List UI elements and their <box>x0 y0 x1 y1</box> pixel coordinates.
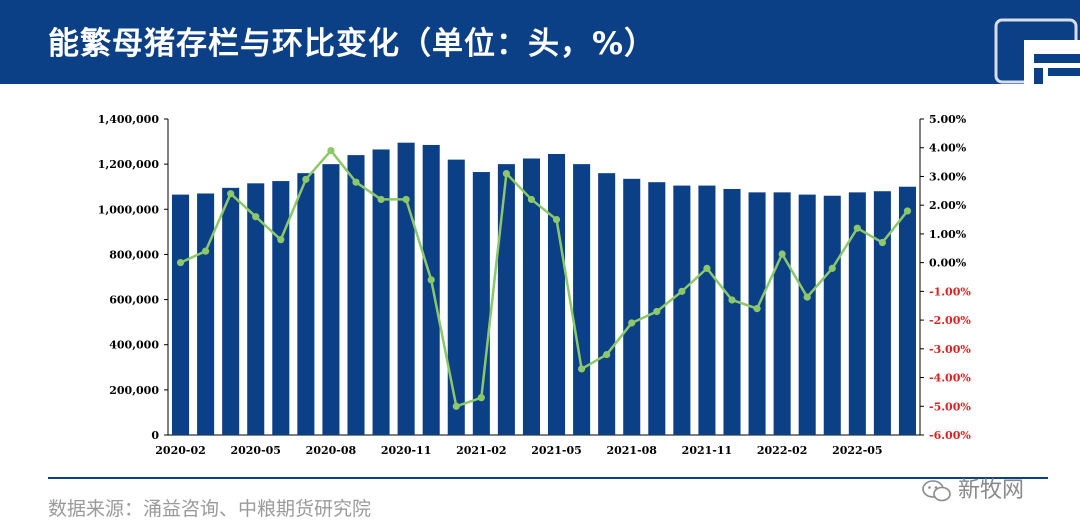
line-point <box>552 215 561 224</box>
line-point <box>502 169 510 178</box>
line-point <box>703 264 711 272</box>
bar <box>873 191 891 435</box>
line-point <box>377 195 385 204</box>
x-tick-label: 2022-05 <box>832 444 883 457</box>
y-tick-label-right: 1.00% <box>929 228 967 241</box>
x-tick-label: 2021-11 <box>682 444 733 457</box>
x-tick-label: 2022-02 <box>757 444 808 457</box>
y-tick-label-right: -4.00% <box>929 372 971 385</box>
y-tick-label-right: -6.00% <box>929 429 971 442</box>
y-tick-label-right: 3.00% <box>929 170 967 183</box>
y-tick-label-left: 0 <box>151 429 159 442</box>
y-tick-label-right: 2.00% <box>929 199 967 212</box>
x-tick-label: 2020-11 <box>381 444 432 457</box>
x-tick-label: 2021-08 <box>606 444 657 457</box>
page-title: 能繁母猪存栏与环比变化（单位：头，%） <box>48 26 657 62</box>
bar <box>573 164 591 435</box>
line-point <box>477 394 485 402</box>
line-point <box>202 247 210 255</box>
bar <box>422 144 440 435</box>
line-point <box>878 238 887 247</box>
y-tick-label-right: -2.00% <box>929 314 971 327</box>
x-tick-label: 2020-08 <box>306 444 357 457</box>
bar <box>798 194 816 435</box>
bar <box>898 186 916 435</box>
line-point <box>527 195 536 204</box>
y-tick-label-right: 0.00% <box>929 257 967 270</box>
line-point <box>603 350 611 359</box>
bar <box>372 149 390 435</box>
line-point <box>176 259 185 267</box>
line-point <box>753 305 761 313</box>
y-tick-label-right: 4.00% <box>929 142 967 155</box>
y-tick-label-left: 1,400,000 <box>98 113 160 126</box>
x-tick-label: 2020-02 <box>155 444 206 457</box>
bar <box>748 192 766 435</box>
bar <box>322 164 340 435</box>
y-tick-label-right: -3.00% <box>929 343 971 356</box>
y-tick-label-right: -1.00% <box>929 285 971 298</box>
line-point <box>678 287 686 295</box>
bar <box>522 158 540 435</box>
line-point <box>427 276 435 284</box>
y-tick-label-left: 600,000 <box>109 294 159 307</box>
line-point <box>402 195 410 204</box>
line-point <box>653 307 661 316</box>
line-point <box>903 207 912 215</box>
bar <box>773 192 791 435</box>
y-tick-label-left: 800,000 <box>109 248 159 261</box>
x-tick-label: 2021-05 <box>531 444 582 457</box>
bar <box>272 181 290 435</box>
bar <box>297 173 315 435</box>
y-tick-label-left: 200,000 <box>109 384 159 397</box>
line-point <box>277 236 285 244</box>
line-point <box>728 296 736 304</box>
footer-divider <box>48 477 1048 479</box>
line-point <box>227 190 235 198</box>
bar <box>172 194 190 435</box>
bar <box>848 192 866 435</box>
bar <box>698 185 716 435</box>
bar <box>497 164 515 435</box>
bar <box>823 195 841 435</box>
y-tick-label-right: -5.00% <box>929 400 971 413</box>
line-point <box>302 175 310 183</box>
line-point <box>853 224 861 232</box>
bar <box>222 187 240 435</box>
series-line <box>180 149 909 408</box>
chart-area: 0 200,000 400,000 600,000 800,000 1,000,000 1,… <box>0 96 1080 470</box>
line-point <box>578 365 586 373</box>
y-tick-label-left: 1,000,000 <box>98 203 160 216</box>
line-point <box>252 213 260 221</box>
wechat-icon <box>922 480 951 502</box>
y-tick-label-left: 400,000 <box>109 339 159 352</box>
data-source: 数据来源：涌益咨询、中粮期货研究院 <box>48 498 372 520</box>
brand-logo-icon <box>994 18 1080 84</box>
bar <box>723 188 741 435</box>
bar <box>673 185 691 435</box>
chart-svg: 0 200,000 400,000 600,000 800,000 1,000,000 1,… <box>98 113 972 457</box>
x-tick-label: 2020-05 <box>230 444 281 457</box>
line-point <box>327 147 335 155</box>
line-point <box>628 319 636 327</box>
line-point <box>803 293 811 301</box>
bar <box>623 178 641 436</box>
bar <box>447 159 465 435</box>
y-tick-label-right: 5.00% <box>929 113 967 126</box>
bar <box>197 193 215 435</box>
line-point <box>452 402 460 410</box>
bar <box>247 183 265 435</box>
title-bar: 能繁母猪存栏与环比变化（单位：头，%） <box>0 0 1080 84</box>
watermark: 新牧网 <box>922 472 1024 504</box>
bar <box>397 142 415 435</box>
line-point <box>352 178 360 186</box>
bar <box>347 155 365 435</box>
bar <box>548 153 566 435</box>
x-tick-label: 2021-02 <box>456 444 507 457</box>
line-point <box>828 264 836 272</box>
y-tick-label-left: 1,200,000 <box>98 158 160 171</box>
line-point <box>778 250 786 258</box>
bar <box>598 173 616 435</box>
watermark-text: 新牧网 <box>958 478 1025 503</box>
